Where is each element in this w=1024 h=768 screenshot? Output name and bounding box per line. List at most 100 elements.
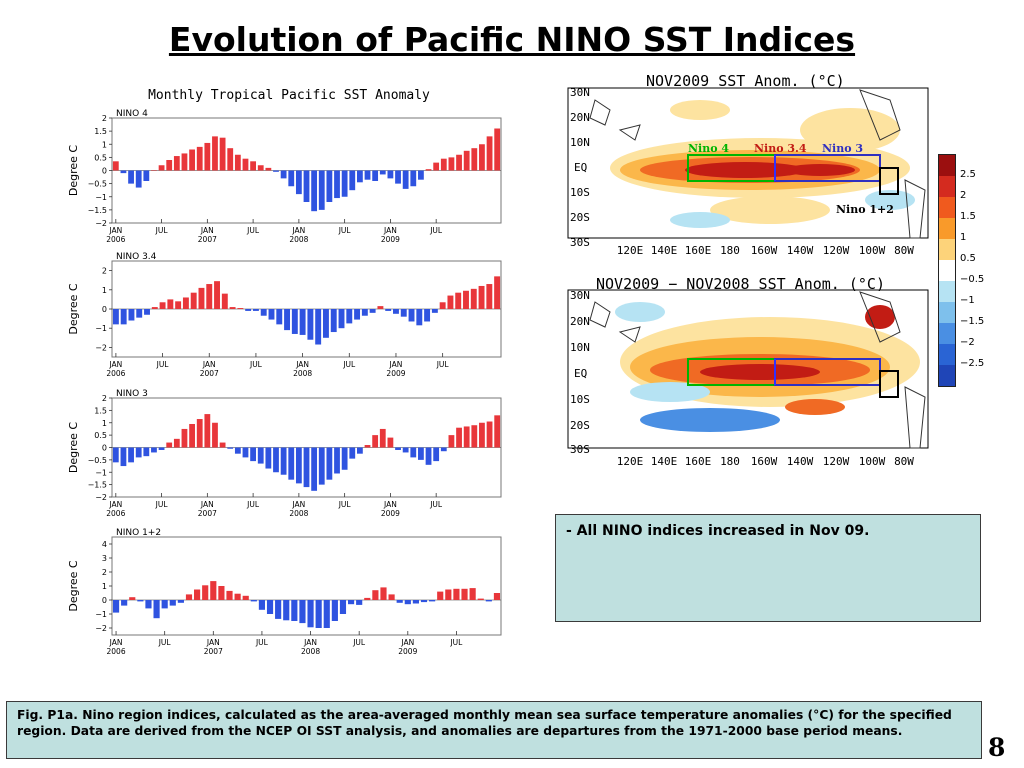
y-tick-label: −1 <box>95 193 107 202</box>
bar <box>234 154 241 171</box>
bar <box>347 600 355 605</box>
bar <box>425 169 432 171</box>
y-tick-label: 1 <box>102 286 107 295</box>
x-tick-label: JAN <box>291 500 305 509</box>
bar <box>177 600 184 603</box>
x-tick-year: 2007 <box>200 369 219 378</box>
bar <box>387 437 394 448</box>
bar <box>273 170 279 172</box>
bar <box>214 281 220 309</box>
bar <box>315 309 322 345</box>
y-tick-label: 1.5 <box>94 127 107 136</box>
y-tick-label: −0.5 <box>88 456 107 465</box>
y-tick-label: 0 <box>102 596 107 605</box>
x-tick-year: 2007 <box>204 647 223 656</box>
bar <box>291 600 298 621</box>
y-tick-label: −2 <box>95 343 107 352</box>
bar <box>424 309 431 322</box>
bar <box>268 309 275 320</box>
panel-label: NINO 4 <box>116 109 148 119</box>
bar <box>437 591 444 600</box>
nino12-region-label: Nino 1+2 <box>836 203 894 216</box>
bar <box>252 309 259 311</box>
colorbar-label: −0.5 <box>960 274 985 285</box>
colorbar-label: 2 <box>960 190 967 201</box>
bar <box>198 287 205 309</box>
y-tick-label: 2 <box>102 267 107 276</box>
y-axis-label: Degree C <box>67 283 80 335</box>
bar <box>404 600 411 605</box>
bar <box>494 276 501 309</box>
x-tick-year: 2007 <box>198 235 217 244</box>
y-tick-label: −1 <box>95 468 107 477</box>
bar <box>477 598 484 600</box>
bar <box>420 600 428 603</box>
bar <box>257 165 264 171</box>
bar <box>334 170 340 199</box>
map2-lon-label: 120E <box>617 455 644 468</box>
x-tick-year: 2006 <box>107 647 126 656</box>
bar <box>227 447 234 449</box>
bar <box>284 309 291 331</box>
bar <box>346 309 353 324</box>
colorbar-label: 2.5 <box>960 169 976 180</box>
bar <box>402 170 409 189</box>
bar <box>196 419 203 448</box>
x-tick-year: 2006 <box>106 509 125 518</box>
colorbar-swatch <box>939 365 955 386</box>
bar <box>425 447 432 465</box>
y-axis-label: Degree C <box>67 422 80 474</box>
bar <box>364 445 371 448</box>
bar <box>129 597 136 600</box>
colorbar-swatch <box>939 281 955 302</box>
page-number: 8 <box>988 733 1006 762</box>
bar <box>143 447 150 457</box>
colorbar-swatch <box>939 218 955 239</box>
bar <box>120 309 127 325</box>
bar <box>303 447 310 488</box>
x-tick-label: JAN <box>291 226 305 235</box>
bar <box>204 414 211 448</box>
map1-lat-label: 30S <box>570 236 590 249</box>
bar <box>400 309 407 317</box>
bar <box>307 600 314 628</box>
x-tick-label: JAN <box>295 360 309 369</box>
bar <box>227 148 234 171</box>
bar <box>356 447 363 454</box>
bar <box>453 588 460 600</box>
map2-lon-label: 160E <box>685 455 712 468</box>
bar <box>242 158 249 171</box>
colorbar-label: 1 <box>960 232 967 243</box>
bar <box>341 170 348 197</box>
bar <box>136 309 143 318</box>
bar <box>245 309 252 311</box>
bar <box>120 447 127 467</box>
bar <box>128 447 134 463</box>
bar <box>485 600 492 602</box>
y-tick-label: 0 <box>102 305 107 314</box>
y-tick-label: 0 <box>102 167 107 176</box>
bar <box>295 170 302 195</box>
x-tick-year: 2009 <box>398 647 417 656</box>
map1-lon-label: 120W <box>823 244 850 257</box>
bar <box>266 600 274 614</box>
x-tick-label: JUL <box>352 638 366 647</box>
bar <box>169 600 176 606</box>
bar <box>273 447 279 473</box>
bar <box>408 309 415 322</box>
map2-lon-label: 140W <box>787 455 814 468</box>
colorbar-label: −1 <box>960 295 975 306</box>
bar <box>153 600 160 619</box>
bar <box>440 447 447 452</box>
bar <box>144 309 150 315</box>
bar <box>323 600 330 628</box>
x-tick-label: JAN <box>383 500 397 509</box>
bar <box>311 447 318 491</box>
bar <box>418 170 424 180</box>
bar <box>173 156 180 171</box>
bar <box>143 170 150 181</box>
bar <box>151 447 157 453</box>
y-tick-label: 0 <box>102 444 107 453</box>
map2-lon-label: 120W <box>823 455 850 468</box>
bar <box>494 128 501 171</box>
